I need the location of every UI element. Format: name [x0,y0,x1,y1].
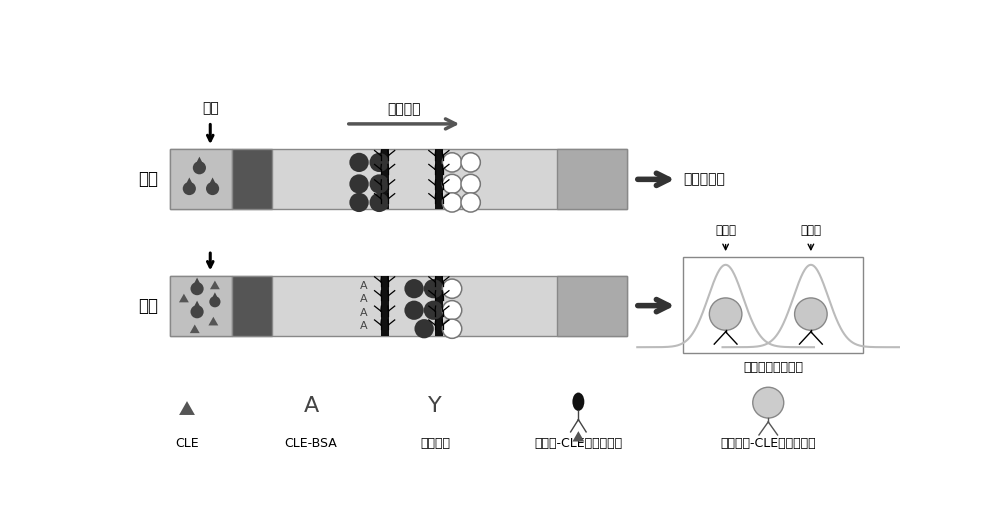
Bar [170,276,232,336]
Polygon shape [179,401,195,415]
Text: CLE-BSA: CLE-BSA [285,437,337,450]
Circle shape [349,193,369,212]
Polygon shape [185,178,194,187]
Text: A: A [360,280,368,290]
Polygon shape [208,178,217,187]
Circle shape [442,174,462,194]
Circle shape [193,161,206,174]
Text: 层析方向: 层析方向 [387,102,421,116]
Circle shape [461,153,480,172]
Circle shape [370,174,389,194]
Bar [435,149,443,210]
Ellipse shape [572,393,584,411]
Text: 阳性: 阳性 [138,297,158,314]
Text: 检测线: 检测线 [715,224,736,237]
Circle shape [442,319,462,338]
Circle shape [442,193,462,212]
Circle shape [442,153,462,172]
Polygon shape [192,278,202,287]
Bar [170,276,627,336]
Bar [232,276,272,336]
Circle shape [461,174,480,194]
Bar [435,276,443,336]
Circle shape [349,174,369,194]
Text: 阴性: 阴性 [138,170,158,188]
Text: 加样: 加样 [202,102,219,115]
Polygon shape [572,431,584,442]
Circle shape [209,296,220,307]
Text: 结果为阴性: 结果为阴性 [683,172,725,186]
Bar [381,149,388,210]
Bar [170,149,232,210]
Polygon shape [192,301,202,310]
Bar [381,276,388,336]
Circle shape [424,301,443,320]
Circle shape [709,298,742,330]
Circle shape [442,279,462,298]
Text: 质控线: 质控线 [800,224,821,237]
Bar [683,257,863,353]
Circle shape [349,153,369,172]
Circle shape [190,305,204,318]
Text: A: A [360,307,368,318]
Polygon shape [190,325,200,333]
Polygon shape [179,294,189,302]
Polygon shape [210,280,220,289]
Circle shape [370,153,389,172]
Polygon shape [208,317,218,326]
Circle shape [370,193,389,212]
Circle shape [461,193,480,212]
Bar [557,276,627,336]
Polygon shape [211,292,219,300]
Circle shape [753,387,784,418]
Text: A: A [360,294,368,304]
Circle shape [404,279,424,298]
Text: 仪器读取阳性数据: 仪器读取阳性数据 [743,361,803,374]
Circle shape [190,282,204,295]
Bar [232,149,272,210]
Text: CLE: CLE [175,437,199,450]
Circle shape [206,182,219,195]
Circle shape [442,301,462,320]
Text: 荧光微球-CLE抗体复合物: 荧光微球-CLE抗体复合物 [720,437,816,450]
Circle shape [183,182,196,195]
Circle shape [404,301,424,320]
Text: Y: Y [428,396,442,417]
Circle shape [795,298,827,330]
Bar [557,149,627,210]
Polygon shape [195,156,204,166]
Text: 胶体金-CLE抗体复合物: 胶体金-CLE抗体复合物 [534,437,622,450]
Circle shape [414,319,434,338]
Text: A: A [303,396,319,417]
Circle shape [424,279,443,298]
Text: A: A [360,321,368,331]
Text: 抗鼠二抗: 抗鼠二抗 [420,437,450,450]
Bar [170,149,627,210]
